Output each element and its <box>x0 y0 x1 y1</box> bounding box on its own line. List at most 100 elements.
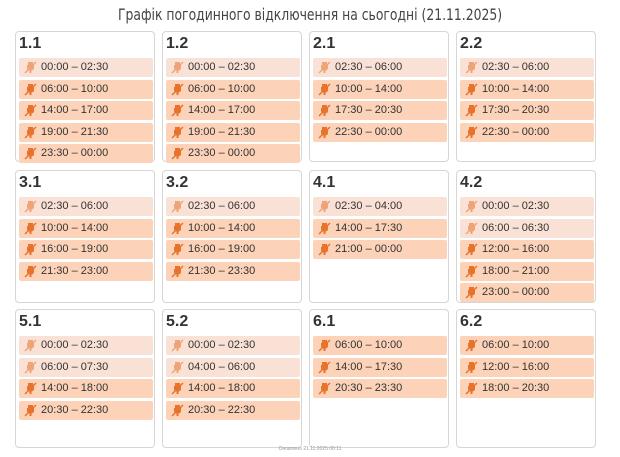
icon-strike <box>24 360 37 374</box>
power-off-icon <box>24 147 37 160</box>
icon-strike <box>318 104 331 117</box>
power-off-icon <box>465 221 478 235</box>
icon-strike <box>318 382 331 395</box>
slot-time: 21:30 – 23:30 <box>188 264 256 277</box>
group-card: 6.1 06:00 – 10:00 14:00 – 17:30 20:30 – 23:… <box>309 309 449 448</box>
group-card: 2.1 02:30 – 06:00 10:00 – 14:00 17:30 – 20:… <box>309 31 449 162</box>
power-off-icon <box>318 61 331 74</box>
power-off-icon <box>24 82 37 96</box>
power-off-icon <box>24 360 37 374</box>
outage-slot: 23:00 – 00:00 <box>460 283 594 302</box>
power-off-icon <box>465 200 478 213</box>
icon-strike <box>465 243 478 256</box>
power-off-icon <box>171 82 184 96</box>
group-name: 1.2 <box>166 35 189 52</box>
outage-slot: 02:30 – 06:00 <box>166 197 300 216</box>
outage-slot: 06:00 – 07:30 <box>19 357 153 377</box>
slot-time: 06:00 – 10:00 <box>482 339 550 351</box>
group-name: 6.1 <box>313 313 336 330</box>
slot-time: 23:30 – 00:00 <box>188 147 256 159</box>
group-name: 5.2 <box>166 313 189 330</box>
power-off-icon <box>171 382 184 395</box>
group-card: 1.1 00:00 – 02:30 06:00 – 10:00 14:00 – 17:… <box>15 31 155 163</box>
slot-time: 20:30 – 22:30 <box>188 403 256 416</box>
slot-time: 00:00 – 02:30 <box>41 61 109 73</box>
group-card: 2.2 02:30 – 06:00 10:00 – 14:00 17:30 – 20:… <box>456 31 596 162</box>
icon-strike <box>171 200 184 213</box>
outage-slot: 02:30 – 06:00 <box>313 58 447 77</box>
icon-strike <box>318 243 331 256</box>
slot-time: 22:30 – 00:00 <box>482 125 550 138</box>
power-off-icon <box>171 339 184 352</box>
outage-slot: 20:30 – 22:30 <box>19 400 153 420</box>
slot-time: 14:00 – 17:00 <box>41 104 109 116</box>
footer: Оновлено 21.11.2025 00:11 <box>278 446 342 452</box>
slot-time: 21:00 – 00:00 <box>335 243 403 255</box>
power-off-icon <box>171 147 184 160</box>
outage-slot: 06:00 – 06:30 <box>460 218 594 238</box>
icon-strike <box>171 360 184 374</box>
slot-time: 00:00 – 02:30 <box>41 339 109 351</box>
group-name: 3.1 <box>19 174 42 191</box>
outage-slot: 12:00 – 16:00 <box>460 357 594 377</box>
icon-strike <box>465 200 478 213</box>
group-name: 4.2 <box>460 174 483 191</box>
icon-strike <box>318 82 331 96</box>
power-off-icon <box>465 382 478 395</box>
power-off-icon <box>465 82 478 96</box>
slot-time: 19:00 – 21:30 <box>188 125 256 138</box>
icon-strike <box>318 61 331 74</box>
icon-strike <box>465 264 478 278</box>
page-title: Графік погодинного відключення на сьогод… <box>117 5 503 24</box>
icon-strike <box>24 339 37 352</box>
slot-time: 00:00 – 02:30 <box>188 339 256 351</box>
group-name: 6.2 <box>460 313 483 330</box>
icon-strike <box>171 147 184 160</box>
icon-strike <box>24 61 37 74</box>
slot-time: 20:30 – 23:30 <box>335 382 403 394</box>
power-off-icon <box>465 104 478 117</box>
outage-slot: 10:00 – 14:00 <box>460 79 594 99</box>
icon-strike <box>318 125 331 139</box>
icon-strike <box>465 339 478 352</box>
outage-slot: 20:30 – 22:30 <box>166 400 300 420</box>
outage-slot: 16:00 – 19:00 <box>166 240 300 259</box>
power-off-icon <box>24 221 37 235</box>
slot-time: 16:00 – 19:00 <box>188 243 256 255</box>
outage-slot: 23:30 – 00:00 <box>166 144 300 163</box>
outage-slot: 14:00 – 17:00 <box>166 101 300 120</box>
power-off-icon <box>24 339 37 352</box>
icon-strike <box>171 382 184 395</box>
slot-time: 14:00 – 17:30 <box>335 221 403 234</box>
icon-strike <box>465 286 478 299</box>
slot-time: 10:00 – 14:00 <box>41 221 109 234</box>
outage-slot: 02:30 – 06:00 <box>19 197 153 216</box>
outage-slot: 20:30 – 23:30 <box>313 379 447 398</box>
slot-time: 06:00 – 10:00 <box>335 339 403 351</box>
outage-slot: 17:30 – 20:30 <box>313 101 447 120</box>
icon-strike <box>465 61 478 74</box>
outage-slot: 00:00 – 02:30 <box>460 197 594 216</box>
slot-time: 12:00 – 16:00 <box>482 243 550 255</box>
power-off-icon <box>465 286 478 299</box>
power-off-icon <box>24 125 37 139</box>
outage-slot: 00:00 – 02:30 <box>166 336 300 355</box>
outage-slot: 14:00 – 18:00 <box>19 379 153 398</box>
icon-strike <box>465 382 478 395</box>
icon-strike <box>24 264 37 278</box>
outage-slot: 06:00 – 10:00 <box>166 79 300 99</box>
outage-slot: 14:00 – 17:30 <box>313 218 447 238</box>
outage-slot: 02:30 – 04:00 <box>313 197 447 216</box>
outage-slot: 17:30 – 20:30 <box>460 101 594 120</box>
outage-slot: 06:00 – 10:00 <box>19 79 153 99</box>
slot-time: 14:00 – 18:00 <box>41 382 109 394</box>
outage-slot: 18:00 – 21:00 <box>460 261 594 281</box>
slot-time: 02:30 – 06:00 <box>482 61 550 73</box>
power-off-icon <box>171 61 184 74</box>
outage-slot: 02:30 – 06:00 <box>460 58 594 77</box>
power-off-icon <box>171 104 184 117</box>
icon-strike <box>318 200 331 213</box>
outage-slot: 19:00 – 21:30 <box>19 122 153 142</box>
icon-strike <box>465 82 478 96</box>
power-off-icon <box>24 200 37 213</box>
